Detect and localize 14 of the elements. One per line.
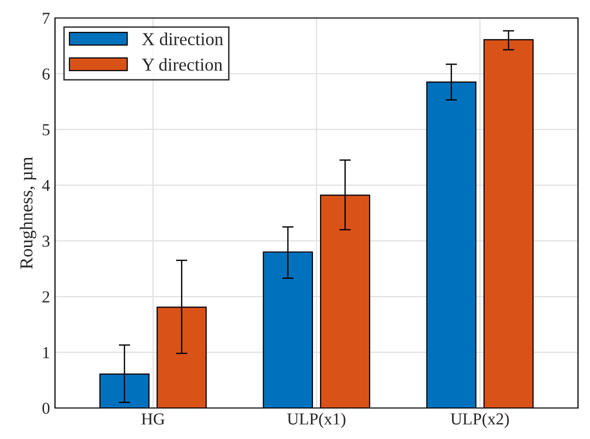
y-tick-label: 4 [42, 180, 50, 191]
y-tick-label: 5 [42, 124, 50, 136]
x-tick-label: ULP(x1) [287, 412, 346, 428]
y-tick-label: 0 [42, 402, 50, 414]
x-tick-label: HG [142, 413, 165, 425]
y-tick-label: 2 [42, 291, 50, 302]
legend-label: X direction [142, 32, 224, 46]
legend-label: Y direction [142, 58, 222, 71]
y-tick-label: 1 [43, 347, 50, 358]
y-axis-title: Roughness, µm [20, 156, 36, 269]
y-tick-label: 3 [42, 236, 50, 247]
y-tick-label: 7 [42, 12, 50, 24]
y-tick-label: 6 [42, 68, 50, 80]
x-tick-label: ULP(x2) [450, 412, 509, 428]
